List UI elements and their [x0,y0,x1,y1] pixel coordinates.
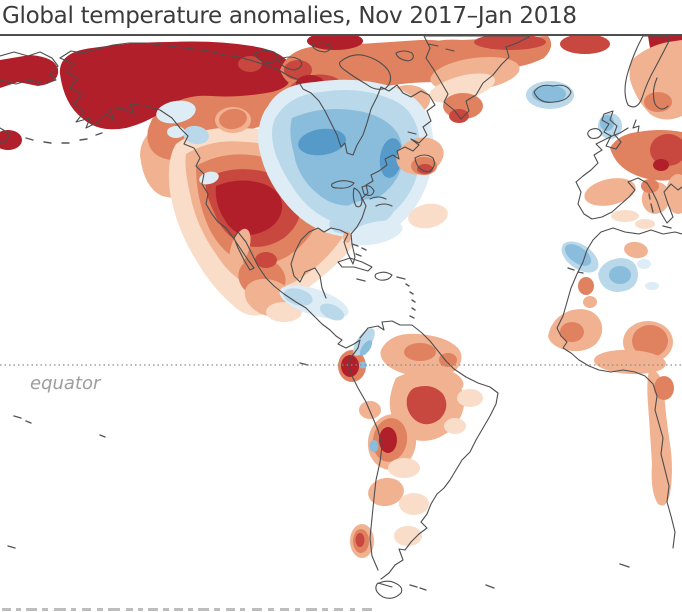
anomaly-kamchatka-warm [0,130,22,150]
anomaly-wafrica-orange [560,322,584,342]
coastline-north-america-west [59,57,383,571]
anomaly-newfoundland-red [417,164,433,174]
south-atlantic-islands [485,563,630,589]
anomaly-ecuador-strong-warm [341,355,359,377]
anomaly-nebrazil-pale-1 [457,389,483,407]
anomaly-hudson-deep-2 [379,138,403,178]
anomaly-atlantic-pale [408,203,448,229]
anomaly-alaska-strong-warm [59,41,293,130]
anomaly-arctic-red-3 [238,56,262,72]
anomaly-chile-red [355,533,365,547]
anomaly-colombia-core [359,340,373,356]
anomaly-guinea-coast-salmon [594,349,666,375]
canadian-arctic-islands [253,42,455,90]
anomaly-iceland-core [532,85,566,103]
aleutian-islands [25,132,103,144]
anomaly-arctic-red-1 [307,36,363,50]
anomaly-sahel-orange [632,325,668,357]
anomaly-svalbard-red [560,36,610,54]
coastline-tierra-del-fuego [375,580,403,599]
anomaly-yukon-pale-1 [156,100,196,124]
anomaly-sahara-salmon-spot [583,296,597,308]
anomaly-med-pale-2 [635,219,655,229]
anomaly-sa-pale-2 [399,493,429,515]
coastline-iceland [533,84,572,103]
anomaly-nsahara-salmon [624,241,648,259]
anomaly-nebrazil-pale-2 [444,418,466,434]
mediterranean-islands [648,193,672,229]
falkland-islands [409,584,427,591]
anomaly-venezuela-orange-2 [439,353,457,367]
anomaly-morocco-core [564,244,592,266]
anomaly-colombia-light [353,328,375,356]
anomaly-mexico-pale [266,302,302,322]
anomaly-hudson-deep-1 [298,128,346,156]
anomaly-ecuador-blue-dot [359,361,367,369]
anomaly-sahara-pale-2 [645,282,659,290]
coastline-scandinavia [624,36,670,110]
clipped-caption-remnant [2,608,372,611]
anomaly-sahara-pale-1 [637,259,651,269]
anomaly-uswest-strong-warm [215,180,283,235]
anomaly-greenland-top-red [474,36,546,50]
coastline-greenland [423,36,530,120]
equator-label: equator [30,373,102,394]
anomaly-arctic-red-2 [284,60,312,80]
pacific-islands [7,362,309,549]
coastline-ireland [587,127,603,139]
great-lakes [331,180,393,208]
anomaly-nwt-orange [219,108,247,130]
anomaly-venezuela-orange-1 [404,343,436,361]
coastline-chukotka [0,51,59,85]
figure-title: Global temperature anomalies, Nov 2017–J… [2,3,577,29]
coastlines [0,36,682,599]
anomaly-yukon-pale-2 [167,126,185,138]
coastline-africa [556,227,682,549]
coastline-kamchatka [0,127,11,145]
anomaly-sahara-orange-spot [578,277,594,295]
anomaly-gabon-orange [654,376,674,400]
anomaly-honduras-light [319,303,345,321]
coastline-denmark [632,119,640,133]
anomaly-bolivia-strong-warm [379,427,397,453]
anomaly-europe-red [650,134,682,166]
coastline-newfoundland [407,131,435,173]
anomaly-greenland-mid-pale [429,73,495,103]
anomaly-sa-pale-1 [388,458,420,478]
canary-islands [567,267,584,274]
coastline-gulf-east-hudson [59,42,436,299]
anomaly-perucoast-blue-dot [369,440,379,452]
anomaly-iberia-salmon [584,178,636,206]
anomaly-argentina-pale [394,526,422,546]
coastline-hispaniola [374,271,393,281]
anomaly-europe-dark-spot [653,159,669,171]
anomaly-mexico-red [255,252,277,268]
anomaly-brazil-red [406,386,447,425]
coastline-south-america-east [359,320,499,580]
anomaly-scandinavia-orange [644,92,672,112]
anomaly-med-pale-1 [611,210,639,222]
anomaly-neus-pale [347,220,403,246]
anomaly-map: equator [0,36,682,612]
anomaly-sa-salmon-south [368,477,404,507]
coastline-cuba [337,257,373,272]
anomaly-balkans-salmon [666,174,682,214]
title-bar: Global temperature anomalies, Nov 2017–J… [0,0,682,36]
coastline-uk [601,110,622,150]
coastline-europe [575,127,682,224]
anomaly-yucatan-light [283,288,313,306]
caribbean-islands [351,243,416,319]
anomaly-yukon-light [183,125,209,145]
cool-anomalies [156,79,659,452]
anomaly-siberia-strong-warm [0,55,59,88]
anomaly-sahara-core [609,266,631,284]
